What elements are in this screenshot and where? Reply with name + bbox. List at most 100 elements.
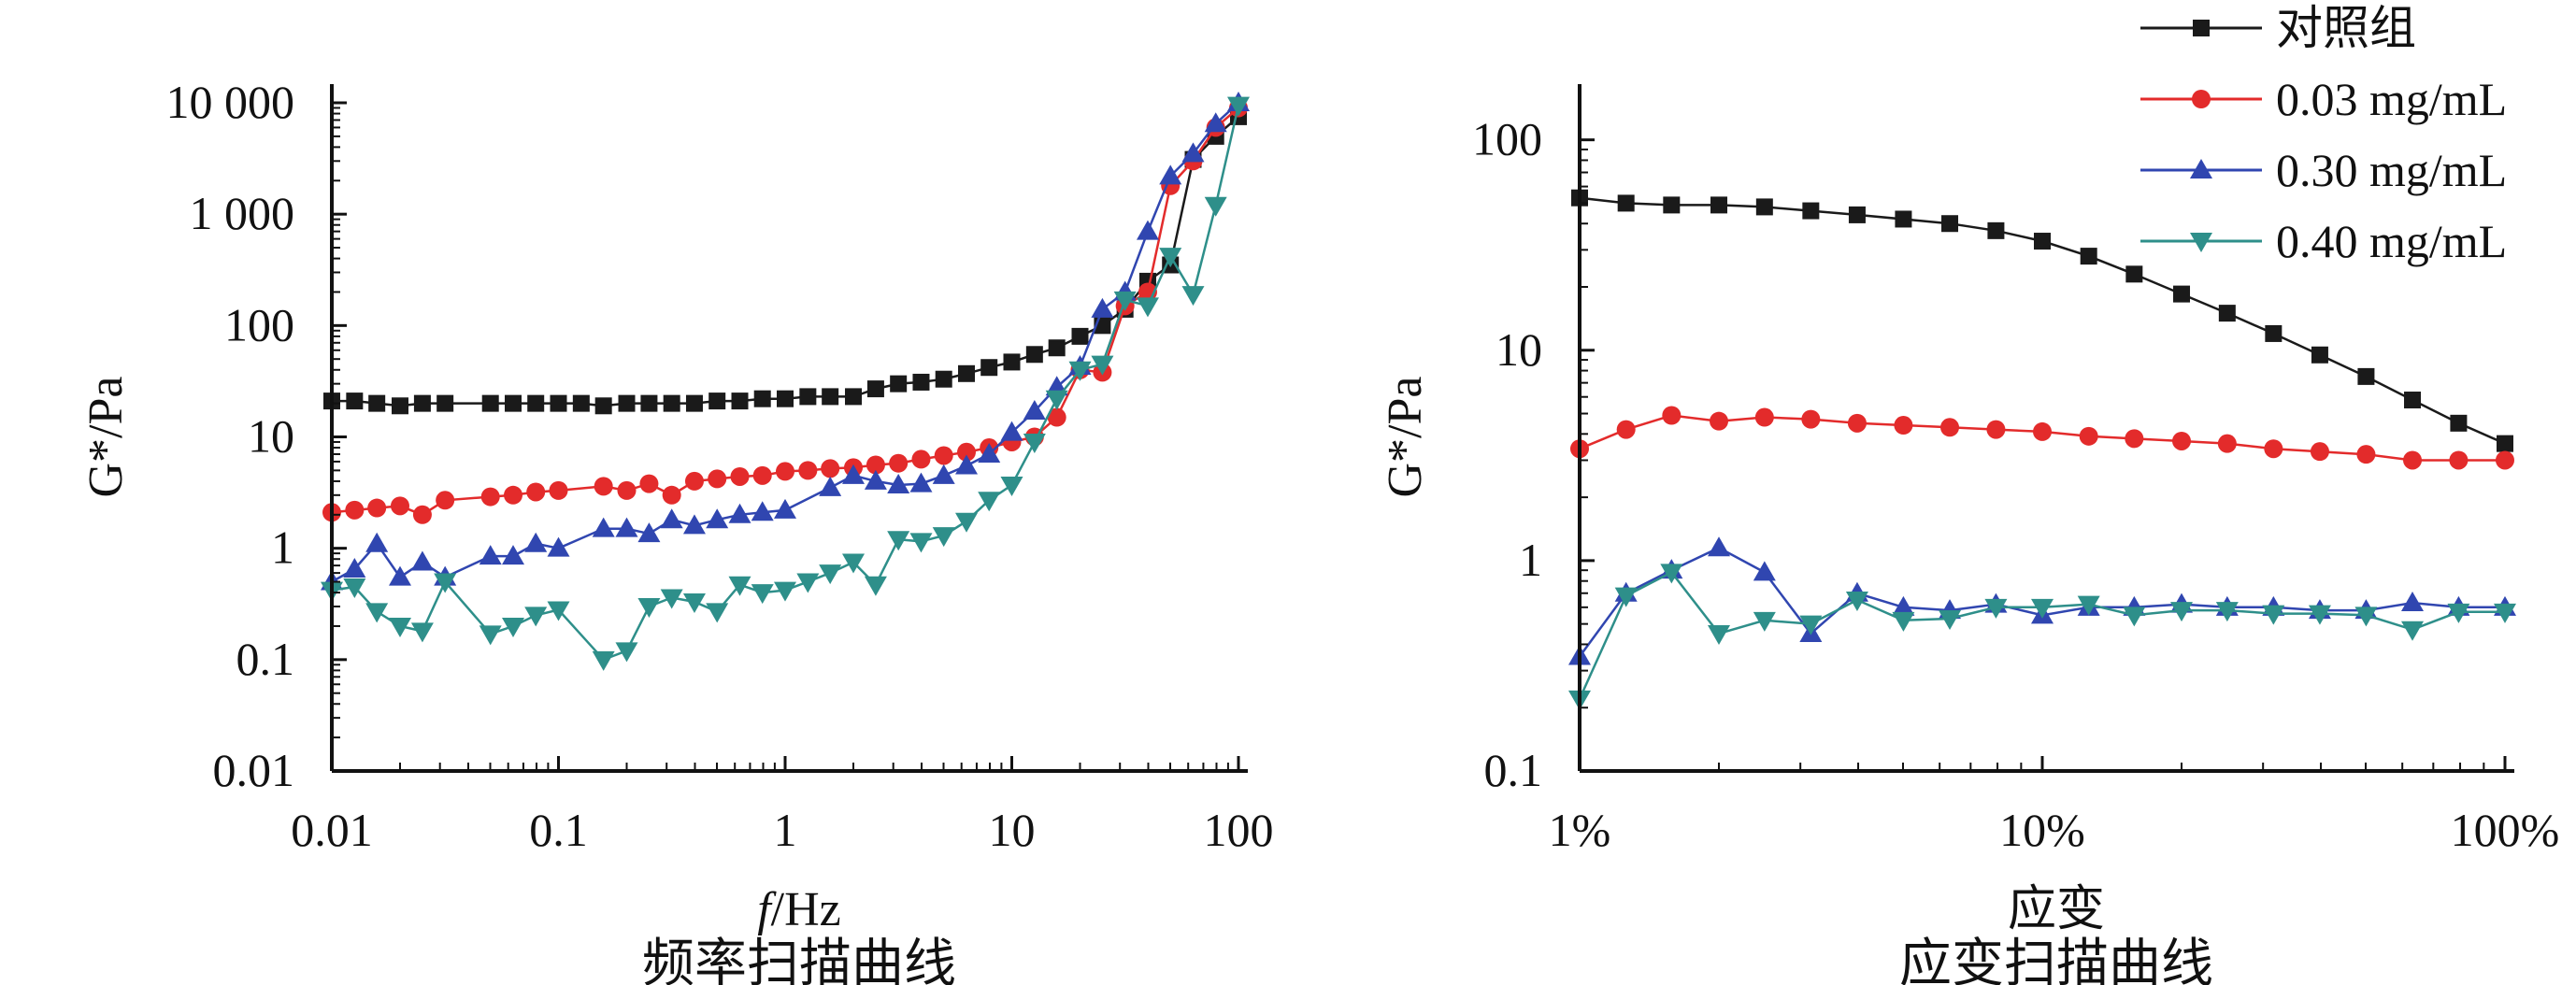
data-point (1113, 291, 1137, 311)
data-point (978, 492, 1001, 512)
data-point (819, 476, 842, 496)
y-tick-label: 10 000 (166, 76, 295, 128)
data-point (864, 469, 887, 490)
data-point (594, 477, 613, 496)
data-point (1071, 327, 1089, 345)
data-point (864, 576, 887, 596)
data-point (617, 480, 637, 500)
legend-marker (2190, 233, 2212, 252)
data-point (526, 482, 546, 502)
data-point (752, 465, 772, 485)
data-point (592, 650, 615, 671)
data-point (1708, 624, 1731, 645)
data-point (2401, 621, 2425, 641)
data-point (346, 393, 364, 410)
data-point (1662, 406, 1682, 425)
legend-item-3: 0.40 mg/mL (2140, 215, 2507, 267)
data-point (776, 462, 794, 481)
data-point (799, 388, 817, 406)
data-point (1181, 286, 1205, 307)
data-point (887, 531, 910, 551)
data-point (1000, 421, 1023, 441)
data-point (502, 617, 525, 637)
data-point (2125, 429, 2144, 449)
data-point (1708, 536, 1731, 557)
data-point (978, 442, 1001, 463)
data-point (550, 394, 567, 412)
x-tick-label: 0.1 (529, 804, 588, 856)
data-point (436, 394, 454, 412)
series-line (332, 115, 1239, 407)
data-point (958, 364, 976, 382)
data-point (2218, 305, 2236, 322)
data-point (1136, 297, 1159, 318)
data-point (663, 394, 680, 412)
frequency-sweep-chart: 0.01 0.1 1 10 100 0.01 0.1 1 10 100 1 000 10 000 G*/… (79, 76, 1274, 985)
data-point (413, 394, 431, 412)
data-point (1023, 400, 1046, 421)
data-point (841, 553, 865, 574)
data-point (1159, 164, 1182, 185)
data-point (909, 472, 933, 492)
data-point (365, 603, 389, 623)
data-point (1940, 418, 1960, 437)
y-axis-title: G*/Pa (79, 377, 133, 498)
data-point (2449, 450, 2469, 470)
data-point (2123, 607, 2146, 627)
data-point (365, 532, 389, 552)
data-point (731, 393, 749, 410)
data-point (2404, 392, 2422, 409)
data-point (1986, 420, 2006, 439)
data-point (796, 573, 820, 593)
data-point (1227, 96, 1250, 117)
data-point (524, 607, 548, 627)
data-point (730, 466, 750, 486)
data-point (592, 517, 615, 537)
data-point (2173, 285, 2191, 303)
data-point (682, 593, 706, 614)
data-point (2308, 605, 2331, 625)
data-point (751, 501, 774, 521)
data-point (436, 491, 455, 510)
data-point (2172, 431, 2192, 450)
legend-item-2: 0.30 mg/mL (2140, 144, 2507, 196)
data-point (505, 394, 522, 412)
data-point (798, 461, 818, 480)
data-point (527, 394, 545, 412)
data-point (1847, 413, 1867, 433)
data-point (660, 508, 683, 529)
legend-label: 对照组 (2276, 2, 2416, 54)
data-point (822, 388, 839, 406)
data-point (932, 464, 955, 484)
data-point (2311, 346, 2328, 364)
data-point (1660, 564, 1683, 584)
data-point (343, 578, 366, 598)
data-point (2125, 265, 2143, 283)
data-point (343, 557, 366, 578)
data-point (2034, 233, 2051, 250)
data-point (866, 380, 884, 398)
series-3 (1568, 564, 2516, 710)
data-point (1892, 611, 1915, 632)
data-point (2450, 414, 2468, 432)
data-point (1204, 112, 1227, 133)
data-point (615, 642, 638, 663)
data-point (774, 498, 796, 519)
data-point (706, 508, 729, 529)
data-point (889, 453, 909, 473)
data-point (1616, 420, 1636, 439)
data-point (909, 533, 933, 553)
x-tick-label: 0.01 (291, 804, 373, 856)
chart-caption: 应变扫描曲线 (1899, 935, 2213, 985)
x-tick-label: 10% (1999, 804, 2085, 856)
data-point (1159, 248, 1182, 268)
data-point (345, 500, 365, 520)
y-tick-label: 10 (1496, 323, 1542, 376)
data-point (1754, 407, 1774, 427)
data-point (684, 471, 704, 491)
axes: 0.01 0.1 1 10 100 0.01 0.1 1 10 100 1 000 10 000 (166, 76, 1274, 856)
data-point (1755, 198, 1773, 216)
data-point (932, 527, 955, 548)
data-point (2497, 435, 2513, 452)
